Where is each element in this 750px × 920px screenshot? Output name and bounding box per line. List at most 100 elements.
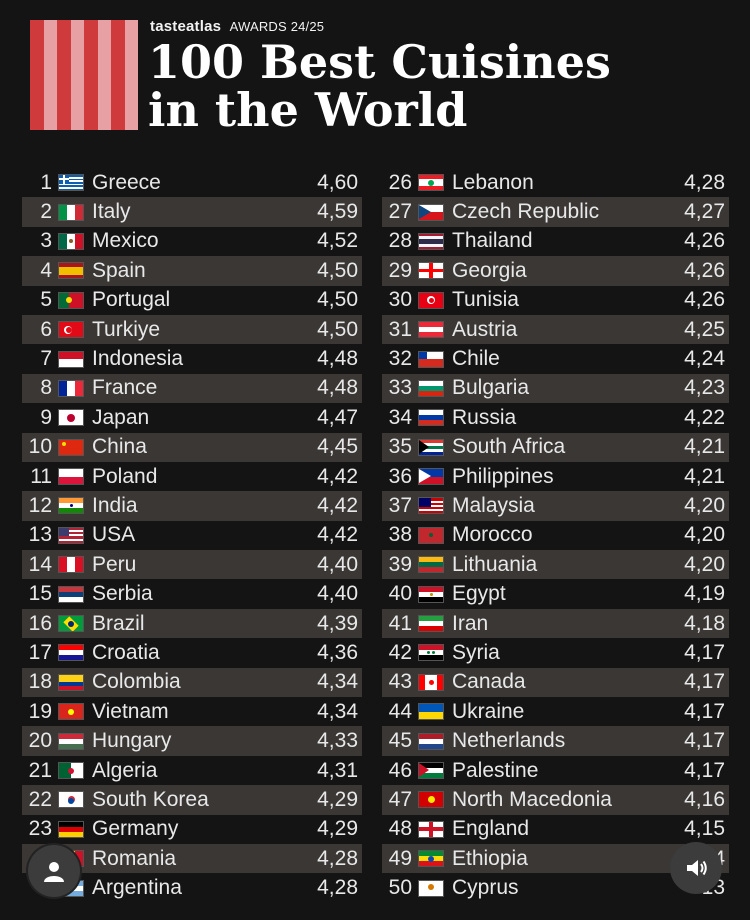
germany-flag-icon: [58, 820, 84, 838]
cuisine-name: Tunisia: [452, 288, 519, 312]
rank-number: 38: [388, 523, 412, 547]
lebanon-flag-icon: [418, 174, 444, 192]
rank-number: 35: [388, 435, 412, 459]
cuisine-score: 4,28: [317, 846, 358, 870]
cuisine-score: 4,50: [317, 258, 358, 282]
cuisine-score: 4,42: [317, 464, 358, 488]
rank-number: 17: [28, 640, 52, 664]
ranking-row: 31 Austria 4,25: [382, 314, 729, 345]
cuisine-score: 4,20: [684, 552, 725, 576]
rank-number: 15: [28, 582, 52, 606]
cuisine-name: Egypt: [452, 582, 506, 606]
cuisine-name: Vietnam: [92, 699, 169, 723]
ranking-row: 32 Chile 4,24: [382, 344, 729, 373]
lithuania-flag-icon: [418, 556, 444, 574]
cuisine-name: North Macedonia: [452, 787, 612, 811]
cuisine-name: Russia: [452, 405, 517, 429]
rank-number: 3: [40, 229, 52, 253]
header: tasteatlas AWARDS 24/25 100 Best Cuisine…: [0, 0, 750, 160]
cuisine-score: 4,36: [317, 640, 358, 664]
algeria-flag-icon: [58, 762, 84, 779]
sound-button[interactable]: [670, 842, 722, 894]
cuisine-score: 4,26: [684, 229, 725, 253]
ranking-row: 19 Vietnam 4,34: [22, 697, 362, 726]
ranking-row: 5 Portugal 4,50: [22, 286, 362, 315]
cuisine-name: Portugal: [92, 288, 171, 312]
cuisine-score: 4,39: [317, 611, 358, 635]
cuisine-name: France: [92, 376, 158, 400]
cuisine-name: Georgia: [452, 258, 527, 282]
cuisine-name: Thailand: [452, 229, 533, 253]
cuisine-name: Lebanon: [452, 170, 534, 194]
ranking-row: 28 Thailand 4,26: [382, 227, 729, 256]
cuisine-name: China: [92, 435, 147, 459]
iran-flag-icon: [418, 615, 444, 633]
netherlands-flag-icon: [418, 732, 444, 750]
spain-flag-icon: [58, 262, 84, 280]
ranking-row: 36 Philippines 4,21: [382, 462, 729, 491]
cuisine-score: 4,50: [317, 288, 358, 312]
ranking-row: 39 Lithuania 4,20: [382, 550, 729, 580]
cuisine-score: 4,17: [684, 640, 725, 664]
tasteatlas-logo-checker: [30, 20, 138, 130]
japan-flag-icon: [58, 409, 84, 427]
ranking-row: 47 North Macedonia 4,16: [382, 785, 729, 815]
ranking-row: 21 Algeria 4,31: [22, 756, 362, 785]
cuisine-score: 4,45: [317, 435, 358, 459]
cuisine-name: Argentina: [92, 876, 182, 900]
cuisine-name: Hungary: [92, 729, 172, 753]
rank-number: 44: [388, 699, 412, 723]
cuisine-score: 4,42: [317, 493, 358, 517]
rank-number: 40: [388, 582, 412, 606]
cuisine-score: 4,25: [684, 317, 725, 341]
cuisine-score: 4,60: [317, 170, 358, 194]
cuisine-name: Poland: [92, 464, 158, 488]
ranking-row: 12 India 4,42: [22, 491, 362, 521]
cuisine-score: 4,48: [317, 347, 358, 371]
ranking-row: 29 Georgia 4,26: [382, 256, 729, 286]
cuisine-score: 4,17: [684, 670, 725, 694]
chile-flag-icon: [418, 350, 444, 368]
cuisine-name: Ethiopia: [452, 846, 528, 870]
cuisine-score: 4,21: [684, 435, 725, 459]
rank-number: 30: [388, 288, 412, 312]
cuisine-name: USA: [92, 523, 136, 547]
france-flag-icon: [58, 379, 84, 397]
profile-button[interactable]: [28, 845, 80, 897]
cuisine-score: 4,15: [684, 817, 725, 841]
cuisine-name: Greece: [92, 170, 161, 194]
indonesia-flag-icon: [58, 350, 84, 368]
ranking-column-right: 26 Lebanon 4,28 27 Czech Republic 4,27 28 Thail…: [382, 168, 729, 903]
cuisine-name: Peru: [92, 552, 137, 576]
cuisine-score: 4,28: [684, 170, 725, 194]
ranking-row: 27 Czech Republic 4,27: [382, 197, 729, 227]
hungary-flag-icon: [58, 732, 84, 750]
china-flag-icon: [58, 438, 84, 456]
cuisine-name: Colombia: [92, 670, 181, 694]
ranking-row: 30 Tunisia 4,26: [382, 286, 729, 315]
ranking-row: 37 Malaysia 4,20: [382, 491, 729, 521]
rank-number: 33: [388, 376, 412, 400]
cuisine-name: Mexico: [92, 229, 159, 253]
title-line-1: 100 Best Cuisines: [148, 35, 611, 89]
ranking-row: 41 Iran 4,18: [382, 608, 729, 639]
vietnam-flag-icon: [58, 703, 84, 721]
cuisine-score: 4,17: [684, 699, 725, 723]
canada-flag-icon: [418, 673, 444, 691]
austria-flag-icon: [418, 321, 444, 339]
malaysia-flag-icon: [418, 497, 444, 515]
cuisine-name: Philippines: [452, 464, 554, 488]
cuisine-name: Syria: [452, 640, 500, 664]
cuisine-name: Chile: [452, 347, 500, 371]
cuisine-score: 4,59: [317, 200, 358, 224]
rank-number: 41: [388, 611, 412, 635]
georgia-flag-icon: [418, 262, 444, 280]
ranking-row: 22 South Korea 4,29: [22, 785, 362, 815]
rank-number: 8: [40, 376, 52, 400]
cuisine-name: Bulgaria: [452, 376, 530, 400]
cuisine-name: Algeria: [92, 758, 158, 782]
ranking-row: 42 Syria 4,17: [382, 638, 729, 667]
bulgaria-flag-icon: [418, 379, 444, 397]
cuisine-name: Ukraine: [452, 699, 525, 723]
ranking-row: 15 Serbia 4,40: [22, 579, 362, 608]
